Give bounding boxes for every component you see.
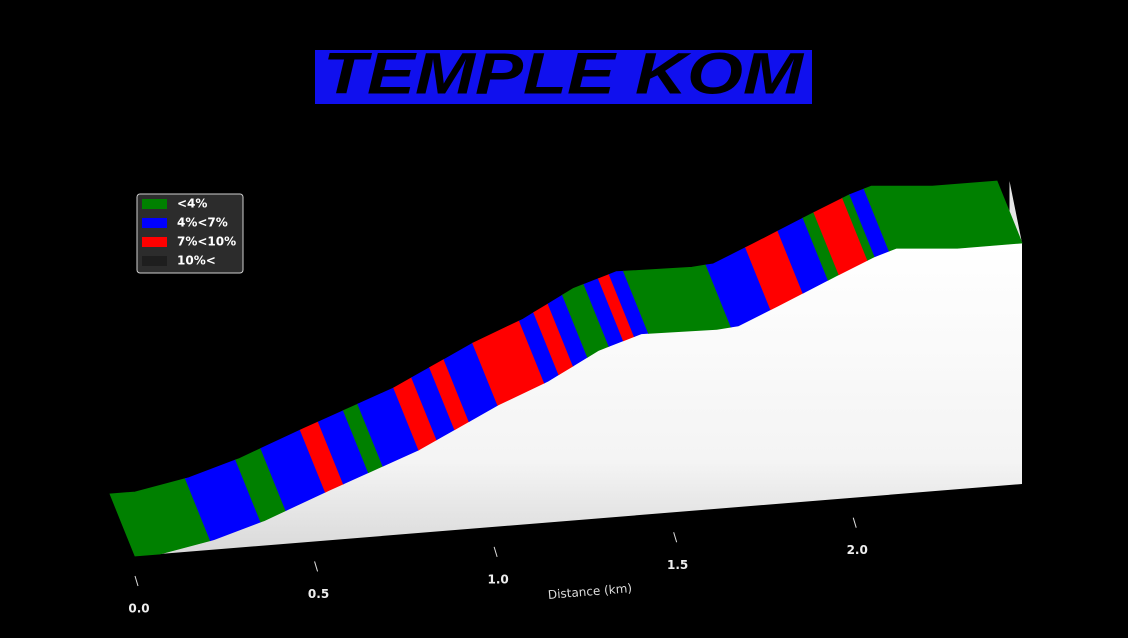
x-tick-label: 0.0: [128, 602, 149, 616]
x-tick: [852, 517, 857, 528]
grade-segment: [863, 180, 1023, 252]
x-tick-label: 2.0: [847, 543, 868, 557]
legend-label: 10%<: [177, 254, 216, 268]
x-axis-label: Distance (km): [547, 581, 632, 602]
x-tick-label: 1.5: [667, 558, 688, 572]
legend-label: <4%: [177, 197, 207, 211]
x-tick: [673, 532, 678, 543]
legend-swatch: [142, 218, 167, 228]
x-tick: [314, 561, 319, 572]
legend-box: [136, 193, 244, 274]
elevation-wall: [135, 243, 1022, 556]
legend-swatch: [142, 256, 167, 266]
legend-swatch: [142, 237, 167, 247]
x-tick: [493, 546, 498, 557]
plot-area: 0.0 0.5 1.0 1.5 2.0: [109, 180, 1023, 616]
x-tick: [134, 575, 139, 587]
chart-title: TEMPLE KOM: [323, 41, 805, 106]
x-tick-label: 1.0: [487, 572, 508, 586]
legend-label: 7%<10%: [177, 235, 236, 249]
legend-swatch: [142, 199, 167, 209]
legend-label: 4%<7%: [177, 216, 228, 230]
legend: <4% 4%<7% 7%<10% 10%<: [136, 193, 244, 274]
title-background: [315, 50, 812, 104]
x-tick-label: 0.5: [308, 587, 329, 601]
